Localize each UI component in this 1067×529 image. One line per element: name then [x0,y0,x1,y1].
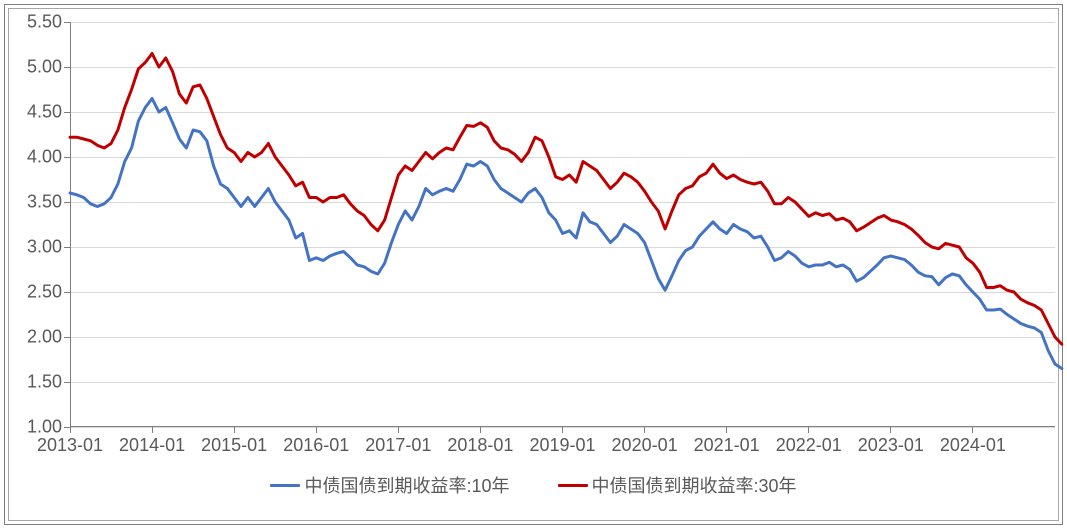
y-axis-label: 4.00 [12,147,62,168]
legend-swatch [270,484,300,487]
x-axis-label: 2014-01 [119,435,185,456]
x-tick [316,427,317,433]
x-tick [562,427,563,433]
x-axis-label: 2017-01 [365,435,431,456]
y-axis-label: 5.50 [12,12,62,33]
x-axis-label: 2015-01 [201,435,267,456]
x-tick [234,427,235,433]
plot-area [70,22,1055,427]
y-axis-label: 5.00 [12,57,62,78]
x-axis-label: 2016-01 [283,435,349,456]
x-axis-label: 2019-01 [529,435,595,456]
series-line-0 [70,99,1062,369]
legend-label: 中债国债到期收益率:30年 [592,472,797,498]
y-axis-label: 3.50 [12,192,62,213]
y-axis-label: 3.00 [12,237,62,258]
x-axis-label: 2018-01 [447,435,513,456]
x-tick [972,427,973,433]
x-tick [480,427,481,433]
x-axis-label: 2020-01 [612,435,678,456]
x-axis-label: 2022-01 [776,435,842,456]
y-axis-label: 4.50 [12,102,62,123]
x-axis-label: 2024-01 [940,435,1006,456]
series-line-1 [70,54,1062,345]
y-axis-label: 2.50 [12,282,62,303]
legend-item: 中债国债到期收益率:10年 [270,472,509,498]
legend-item: 中债国债到期收益率:30年 [558,472,797,498]
line-series-svg [70,22,1055,427]
x-axis-label: 2023-01 [858,435,924,456]
x-tick [152,427,153,433]
x-tick [726,427,727,433]
x-tick [644,427,645,433]
y-axis-label: 1.50 [12,372,62,393]
legend: 中债国债到期收益率:10年 中债国债到期收益率:30年 [0,472,1067,498]
x-tick [70,427,71,433]
x-axis-label: 2021-01 [694,435,760,456]
legend-label: 中债国债到期收益率:10年 [304,472,509,498]
x-tick [808,427,809,433]
x-tick [398,427,399,433]
x-axis-label: 2013-01 [37,435,103,456]
legend-swatch [558,484,588,487]
y-axis-label: 2.00 [12,327,62,348]
x-tick [890,427,891,433]
